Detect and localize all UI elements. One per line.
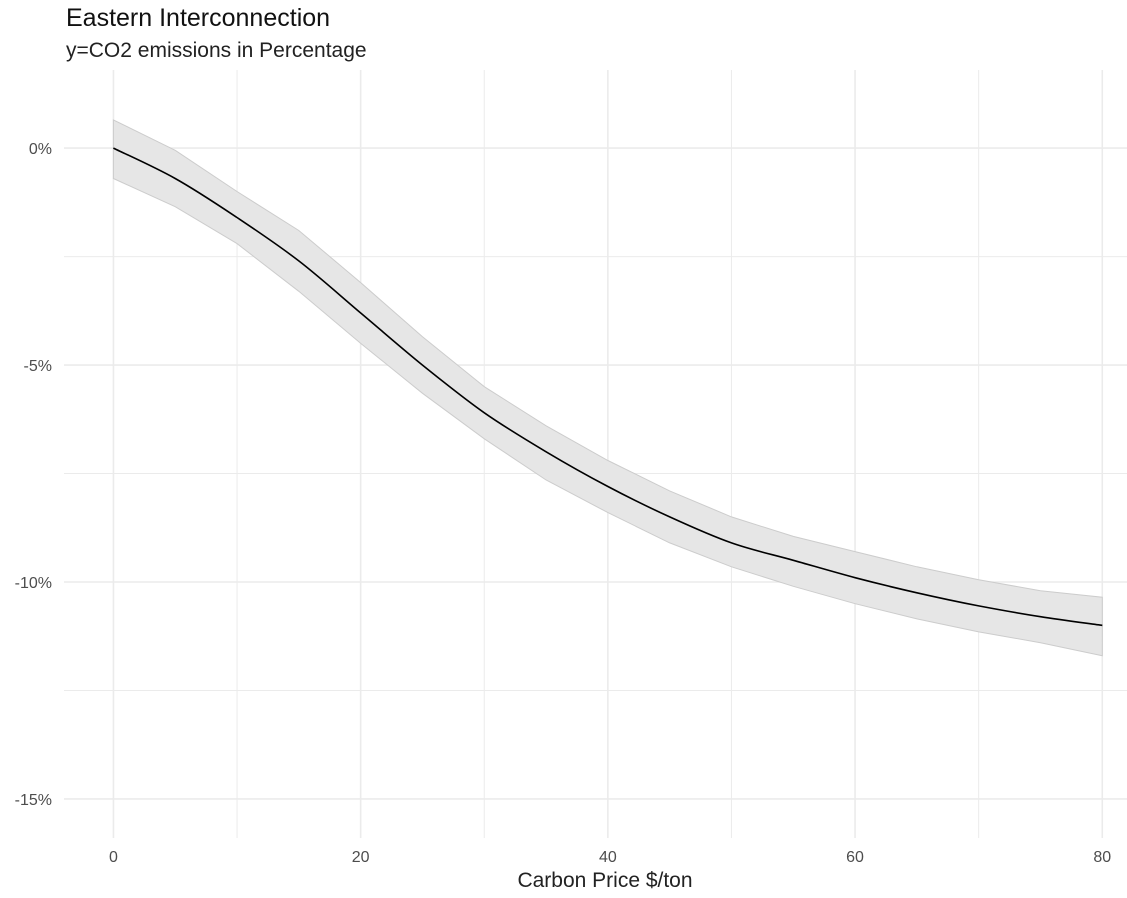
x-axis-ticks: 0 20 40 60 80 — [109, 849, 1111, 866]
y-axis-ticks: 0% -5% -10% -15% — [15, 141, 52, 809]
series-line — [113, 147, 1103, 627]
y-tick-label: 0% — [29, 141, 52, 158]
y-tick-label: -10% — [15, 575, 52, 592]
chart-subtitle: y=CO2 emissions in Percentage — [66, 39, 367, 62]
x-tick-label: 0 — [109, 849, 118, 866]
series-line-layer — [113, 147, 1103, 627]
major-gridlines — [64, 70, 1127, 838]
confidence-band — [112, 119, 1103, 657]
x-tick-label: 60 — [846, 849, 864, 866]
y-tick-label: -5% — [24, 358, 52, 375]
x-axis-label: Carbon Price $/ton — [517, 869, 692, 892]
confidence-band-layer — [112, 119, 1103, 657]
y-tick-label: -15% — [15, 792, 52, 809]
x-tick-label: 80 — [1093, 849, 1111, 866]
x-tick-label: 40 — [599, 849, 617, 866]
chart-title: Eastern Interconnection — [66, 4, 331, 32]
x-tick-label: 20 — [352, 849, 370, 866]
